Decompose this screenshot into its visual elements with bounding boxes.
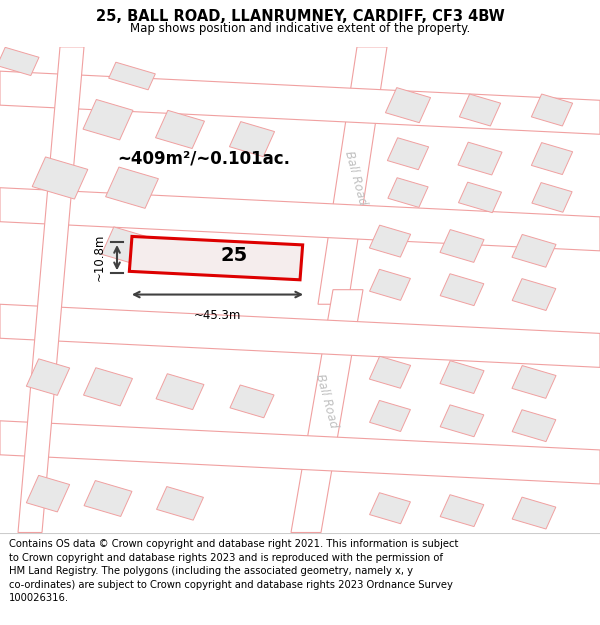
Polygon shape: [440, 361, 484, 394]
Polygon shape: [106, 167, 158, 208]
Polygon shape: [84, 481, 132, 516]
Polygon shape: [318, 47, 387, 304]
Text: Ball Road: Ball Road: [343, 149, 369, 206]
Text: ~409m²/~0.101ac.: ~409m²/~0.101ac.: [118, 149, 290, 168]
Text: Ball Road: Ball Road: [314, 373, 340, 430]
Text: Contains OS data © Crown copyright and database right 2021. This information is : Contains OS data © Crown copyright and d…: [9, 539, 458, 603]
Polygon shape: [440, 405, 484, 437]
Polygon shape: [532, 142, 572, 174]
Polygon shape: [388, 177, 428, 208]
Polygon shape: [229, 122, 275, 157]
Polygon shape: [26, 359, 70, 396]
Polygon shape: [440, 274, 484, 306]
Polygon shape: [0, 304, 600, 368]
Polygon shape: [458, 142, 502, 175]
Polygon shape: [512, 234, 556, 268]
Polygon shape: [0, 48, 39, 76]
Polygon shape: [512, 497, 556, 529]
Text: ~45.3m: ~45.3m: [194, 309, 241, 322]
Polygon shape: [512, 366, 556, 398]
Polygon shape: [157, 486, 203, 520]
Text: Map shows position and indicative extent of the property.: Map shows position and indicative extent…: [130, 22, 470, 35]
Polygon shape: [532, 94, 572, 126]
Text: ~10.8m: ~10.8m: [93, 234, 106, 281]
Polygon shape: [0, 71, 600, 134]
Polygon shape: [370, 225, 410, 257]
Polygon shape: [26, 476, 70, 512]
Polygon shape: [458, 182, 502, 213]
Polygon shape: [83, 368, 133, 406]
Text: 25, BALL ROAD, LLANRUMNEY, CARDIFF, CF3 4BW: 25, BALL ROAD, LLANRUMNEY, CARDIFF, CF3 …: [95, 9, 505, 24]
Polygon shape: [101, 227, 151, 265]
Polygon shape: [0, 188, 600, 251]
Polygon shape: [385, 88, 431, 122]
Polygon shape: [388, 138, 428, 170]
Polygon shape: [370, 356, 410, 388]
Polygon shape: [83, 99, 133, 140]
Polygon shape: [109, 62, 155, 90]
Polygon shape: [32, 157, 88, 199]
Polygon shape: [440, 229, 484, 262]
Polygon shape: [155, 111, 205, 149]
Polygon shape: [156, 374, 204, 409]
Polygon shape: [370, 401, 410, 431]
Polygon shape: [512, 410, 556, 442]
Polygon shape: [440, 495, 484, 527]
Polygon shape: [370, 492, 410, 524]
Polygon shape: [18, 47, 84, 532]
Polygon shape: [460, 94, 500, 126]
Polygon shape: [291, 290, 363, 532]
Polygon shape: [532, 182, 572, 213]
Polygon shape: [130, 236, 302, 280]
Text: 25: 25: [220, 246, 248, 265]
Polygon shape: [370, 269, 410, 301]
Polygon shape: [0, 421, 600, 484]
Polygon shape: [512, 279, 556, 311]
Polygon shape: [230, 385, 274, 418]
